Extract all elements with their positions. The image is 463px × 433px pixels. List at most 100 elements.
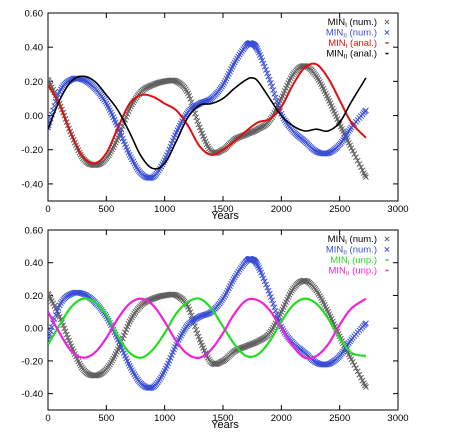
series-markers (48, 40, 369, 181)
data-point-marker (254, 261, 261, 268)
data-point-marker (354, 157, 361, 164)
data-point-marker (274, 101, 281, 108)
x-tick-label: 1000 (154, 204, 175, 215)
x-tick-label: 2000 (271, 413, 292, 424)
data-point-marker (352, 365, 359, 372)
y-tick-label: 0.40 (25, 258, 44, 269)
data-point-marker (120, 332, 127, 339)
data-point-marker (351, 151, 358, 157)
data-point-marker (270, 300, 277, 307)
data-point-marker (146, 175, 153, 181)
legend-marker (384, 29, 390, 36)
legend-marker (384, 246, 390, 253)
data-point-marker (358, 374, 364, 381)
data-point-marker (348, 145, 355, 151)
x-tick-label: 2500 (329, 413, 350, 424)
legend-marker (384, 19, 390, 25)
data-point-marker (211, 361, 218, 368)
series-line (48, 297, 367, 360)
series-markers (48, 255, 369, 391)
x-tick-label: 0 (45, 204, 50, 215)
data-point-marker (272, 307, 279, 314)
legend-entry-label: MINII (anal.) (326, 49, 377, 61)
legend-entry-label: MINI (anal.) (328, 38, 377, 50)
x-tick-label: 500 (98, 413, 114, 424)
data-point-marker (261, 278, 268, 285)
data-point-marker (362, 382, 368, 389)
data-point-marker (362, 107, 369, 114)
data-point-marker (265, 73, 272, 80)
data-point-marker (63, 331, 70, 338)
data-point-marker (54, 308, 61, 315)
data-point-marker (264, 70, 271, 77)
data-point-marker (351, 362, 358, 368)
data-point-marker (267, 294, 274, 300)
y-tick-label: 0.00 (25, 324, 44, 335)
legend-entry-label: MINI (num.) (328, 17, 377, 29)
data-point-marker (259, 57, 266, 64)
data-point-marker (261, 63, 268, 70)
x-tick-label: 1500 (212, 413, 233, 424)
top-panel: 0 500 1000 1500 2000 2500 3000 -0.40 -0.20 0.00 0.… (21, 9, 408, 223)
data-point-marker (264, 284, 271, 291)
data-point-marker (187, 95, 194, 102)
data-point-marker (271, 90, 278, 97)
data-point-marker (362, 320, 369, 327)
data-point-marker (263, 66, 269, 73)
data-point-marker (273, 98, 280, 105)
data-point-marker (269, 83, 275, 90)
bottom-panel: 0 500 1000 1500 2000 2500 3000 -0.40 -0.20 0.00 0.… (21, 226, 408, 432)
y-tick-label: -0.40 (21, 389, 43, 400)
data-point-marker (265, 287, 272, 294)
legend-entry-label: MINI (unp.) (330, 255, 377, 267)
x-tick-label: 3000 (387, 413, 408, 424)
data-point-marker (193, 326, 200, 333)
data-point-marker (260, 275, 267, 282)
y-tick-label: 0.20 (25, 77, 44, 88)
legend: MINI (num.)MINII (num.)MINI (anal.)MINII… (326, 17, 390, 61)
data-point-marker (362, 384, 369, 391)
data-point-marker (266, 290, 273, 297)
data-point-marker (271, 304, 278, 311)
data-point-marker (48, 324, 55, 331)
y-tick-label: 0.60 (25, 226, 44, 237)
data-point-marker (356, 161, 363, 167)
data-point-marker (192, 323, 198, 330)
data-point-marker (62, 328, 69, 335)
y-tick-label: -0.20 (21, 145, 43, 156)
data-point-marker (195, 121, 202, 128)
legend-marker (384, 236, 390, 242)
y-tick-label: -0.20 (21, 356, 43, 367)
legend-entry-label: MINII (num.) (326, 245, 377, 257)
legend-entry-label: MINII (num.) (326, 28, 377, 40)
y-tick-label: 0.40 (25, 43, 44, 54)
data-point-marker (194, 330, 201, 337)
data-point-marker (52, 312, 59, 318)
data-point-marker (260, 60, 267, 67)
data-point-marker (186, 92, 193, 99)
x-axis-label: Years (211, 210, 239, 222)
data-point-marker (356, 371, 363, 378)
y-tick-label: -0.40 (21, 179, 43, 190)
data-point-marker (146, 385, 153, 391)
data-point-marker (266, 76, 273, 83)
data-point-marker (349, 359, 356, 365)
data-point-marker (48, 331, 53, 338)
x-tick-label: 3000 (387, 204, 408, 215)
data-point-marker (192, 110, 198, 117)
data-point-marker (272, 94, 279, 101)
legend: MINI (num.)MINII (num.)MINI (unp.)MINII … (326, 234, 390, 278)
x-tick-label: 500 (98, 204, 114, 215)
x-tick-label: 1500 (212, 204, 233, 215)
x-tick-label: 2500 (329, 204, 350, 215)
series-markers (48, 277, 369, 391)
series-line (48, 75, 367, 170)
data-point-marker (48, 328, 54, 335)
data-point-marker (358, 164, 364, 171)
data-point-marker (263, 281, 269, 288)
plot-area (48, 255, 369, 391)
series-line (48, 62, 367, 165)
x-tick-label: 0 (45, 413, 50, 424)
y-tick-label: 0.20 (25, 291, 44, 302)
